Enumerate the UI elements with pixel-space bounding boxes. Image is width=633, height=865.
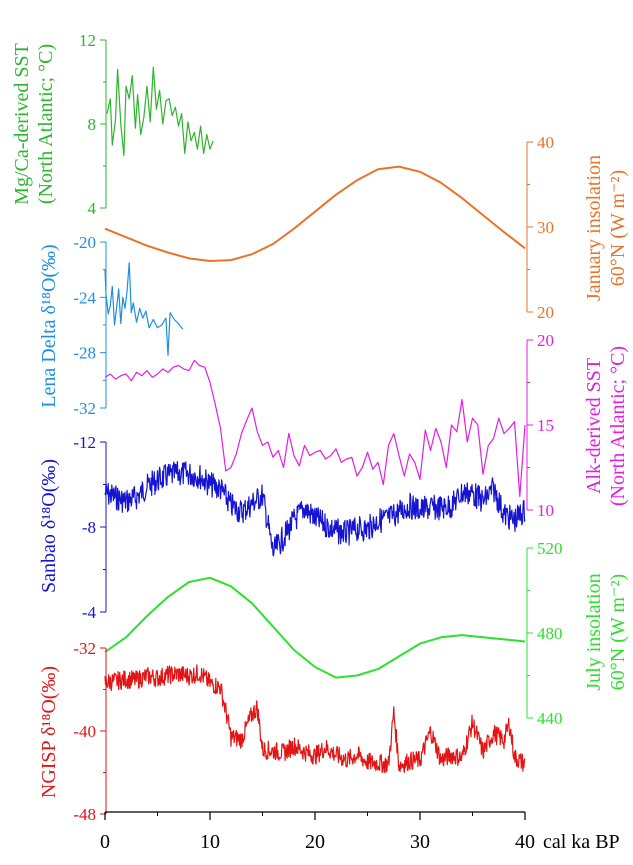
y-tick-label-jan: 40 bbox=[537, 133, 554, 152]
y-tick-label-july: 440 bbox=[537, 709, 563, 728]
series-label-july: July insolation 60°N (W m⁻²) bbox=[583, 573, 629, 690]
series-label-ngrip: NGISP δ¹⁸O(‰) bbox=[38, 666, 60, 798]
y-tick-label-ngrip: -48 bbox=[73, 805, 96, 824]
y-tick-label-lena: -20 bbox=[73, 233, 96, 252]
y-tick-label-mgca: 12 bbox=[79, 31, 96, 50]
x-tick-label: 10 bbox=[200, 831, 220, 853]
y-tick-label-sanbao: -8 bbox=[82, 518, 96, 537]
y-tick-label-lena: -24 bbox=[73, 288, 96, 307]
series-label-sanbao: Sanbao δ¹⁸O(‰) bbox=[38, 459, 60, 593]
y-tick-label-july: 480 bbox=[537, 624, 563, 643]
y-tick-label-jan: 30 bbox=[537, 218, 554, 237]
y-tick-label-alk: 15 bbox=[537, 416, 554, 435]
series-line-sanbao bbox=[104, 461, 526, 557]
y-tick-label-sanbao: -4 bbox=[82, 603, 97, 622]
y-tick-label-lena: -28 bbox=[73, 344, 96, 363]
series-line-mgca bbox=[106, 66, 214, 157]
y-tick-label-mgca: 4 bbox=[88, 199, 97, 218]
series-line-alk bbox=[104, 359, 526, 497]
series-line-jan bbox=[104, 165, 526, 262]
y-tick-label-mgca: 8 bbox=[88, 115, 97, 134]
y-tick-label-ngrip: -40 bbox=[73, 722, 96, 741]
y-tick-label-alk: 20 bbox=[537, 331, 554, 350]
series-label-jan: January insolation 60°N (W m⁻²) bbox=[583, 155, 629, 301]
y-tick-label-july: 520 bbox=[537, 539, 563, 558]
y-tick-label-lena: -32 bbox=[73, 399, 96, 418]
x-tick-label: 30 bbox=[410, 831, 430, 853]
x-tick-label: 0 bbox=[100, 831, 110, 853]
series-line-ngrip bbox=[104, 664, 526, 774]
series-line-july bbox=[104, 576, 526, 679]
series-label-alk: Alk-derived SST (North Atlantic; °C) bbox=[583, 346, 629, 506]
series-label-mgca: Mg/Ca-derived SST (North Atlantic; °C) bbox=[11, 43, 57, 205]
series-line-lena bbox=[104, 262, 184, 356]
y-tick-label-sanbao: -12 bbox=[73, 433, 96, 452]
y-tick-label-jan: 20 bbox=[537, 303, 554, 322]
y-tick-label-alk: 10 bbox=[537, 501, 554, 520]
x-axis-label: cal ka BP bbox=[543, 831, 620, 853]
series-label-lena: Lena Delta δ¹⁸O(‰) bbox=[38, 244, 60, 407]
x-tick-label: 40 bbox=[515, 831, 535, 853]
x-tick-label: 20 bbox=[305, 831, 325, 853]
y-tick-label-ngrip: -32 bbox=[73, 639, 96, 658]
